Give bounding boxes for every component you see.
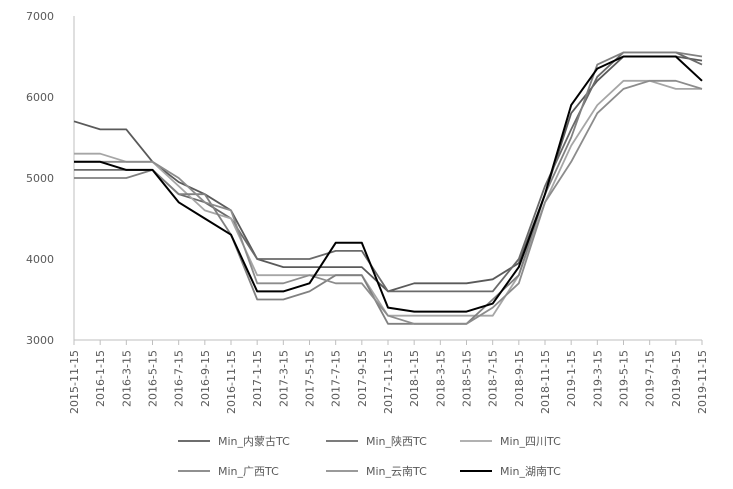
legend-label: Min_内蒙古TC — [218, 434, 290, 448]
x-tick-label: 2016-11-15 — [225, 350, 238, 414]
x-tick-label: 2019-1-15 — [565, 350, 578, 407]
y-tick-label: 3000 — [26, 334, 54, 347]
x-tick-label: 2016-1-15 — [94, 350, 107, 407]
x-tick-label: 2019-11-15 — [696, 350, 709, 414]
x-tick-label: 2015-11-15 — [68, 350, 81, 414]
x-tick-label: 2016-5-15 — [147, 350, 160, 407]
y-tick-label: 7000 — [26, 10, 54, 23]
x-tick-label: 2019-3-15 — [591, 350, 604, 407]
x-tick-label: 2016-7-15 — [173, 350, 186, 407]
legend-label: Min_四川TC — [500, 435, 561, 448]
series-line-6 — [74, 55, 703, 313]
series-line-3 — [74, 79, 702, 317]
series-line-4 — [74, 51, 703, 325]
x-tick-label: 2018-9-15 — [513, 350, 526, 407]
y-tick-label: 4000 — [26, 253, 54, 266]
y-tick-label: 6000 — [26, 91, 54, 104]
x-tick-label: 2017-5-15 — [304, 350, 317, 407]
legend: Min_内蒙古TC Min_陕西TC Min_四川TC Min_广西TC Min_云南T… — [178, 434, 561, 478]
legend-label: Min_广西TC — [218, 465, 279, 478]
x-tick-label: 2017-7-15 — [330, 350, 343, 407]
x-tick-label: 2017-3-15 — [277, 350, 290, 407]
x-tick-label: 2017-1-15 — [251, 350, 264, 407]
series-lines — [73, 51, 703, 325]
x-tick-label: 2018-11-15 — [539, 350, 552, 414]
x-axis-ticks: 2015-11-15 2016-1-15 2016-3-15 2016-5-15 201… — [68, 340, 709, 414]
legend-label: Min_云南TC — [366, 465, 427, 478]
x-tick-label: 2017-9-15 — [356, 350, 369, 407]
legend-label: Min_陕西TC — [366, 434, 427, 448]
y-tick-label: 5000 — [26, 172, 54, 185]
x-tick-label: 2018-7-15 — [487, 350, 500, 407]
x-tick-label: 2019-9-15 — [670, 350, 683, 407]
x-tick-label: 2019-5-15 — [618, 350, 631, 407]
legend-label: Min_湖南TC — [500, 465, 561, 478]
x-tick-label: 2019-7-15 — [644, 350, 657, 407]
x-tick-label: 2018-3-15 — [434, 350, 447, 407]
x-tick-label: 2017-11-15 — [382, 350, 395, 414]
series-line-1 — [73, 55, 703, 293]
y-axis-ticks: 3000 4000 5000 6000 7000 — [26, 10, 54, 347]
x-tick-label: 2016-9-15 — [199, 350, 212, 407]
series-line-5 — [74, 79, 703, 325]
x-tick-label: 2018-1-15 — [408, 350, 421, 407]
x-tick-label: 2018-5-15 — [461, 350, 474, 407]
x-tick-label: 2016-3-15 — [120, 350, 133, 407]
